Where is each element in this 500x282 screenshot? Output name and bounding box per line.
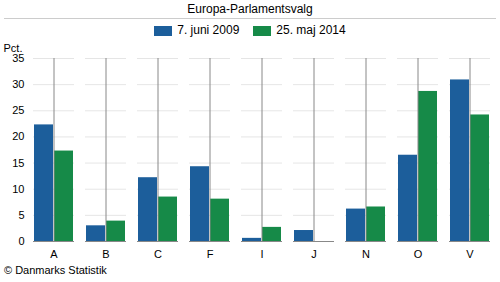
svg-text:C: C	[154, 248, 162, 260]
svg-text:O: O	[414, 248, 423, 260]
svg-text:N: N	[362, 248, 370, 260]
svg-text:30: 30	[12, 78, 24, 90]
svg-text:I: I	[260, 248, 263, 260]
svg-text:B: B	[102, 248, 109, 260]
html-text:Europa-Parlamentsvalg: Europa-Parlamentsvalg	[187, 2, 313, 16]
svg-text:Pct.: Pct.	[4, 42, 23, 54]
svg-text:5: 5	[18, 209, 24, 221]
html-text:7. juni 2009: 7. juni 2009	[177, 23, 240, 37]
html-text:© Danmarks Statistik: © Danmarks Statistik	[4, 264, 107, 276]
svg-text:V: V	[466, 248, 474, 260]
svg-text:25: 25	[12, 104, 24, 116]
svg-text:20: 20	[12, 130, 24, 142]
svg-text:F: F	[207, 248, 214, 260]
svg-text:J: J	[311, 248, 317, 260]
svg-text:0: 0	[18, 235, 24, 247]
svg-text:15: 15	[12, 157, 24, 169]
svg-text:10: 10	[12, 183, 24, 195]
html-text:25. maj 2014: 25. maj 2014	[276, 23, 346, 37]
svg-text:A: A	[50, 248, 58, 260]
svg-text:35: 35	[12, 52, 25, 64]
